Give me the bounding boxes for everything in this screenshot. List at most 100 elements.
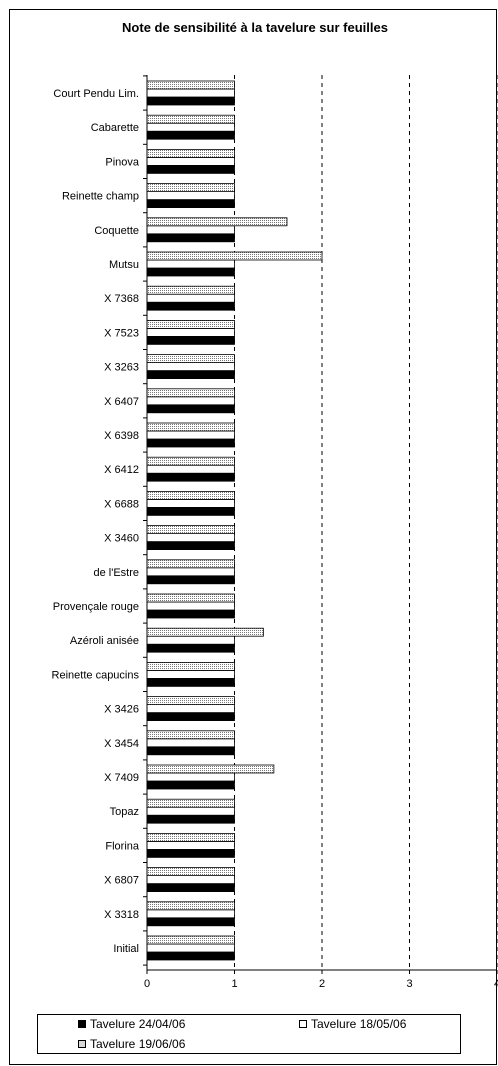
bar-series-1 <box>146 472 235 482</box>
bar-series-3 <box>146 422 235 432</box>
bar-series-3 <box>146 490 235 500</box>
bar-series-2 <box>146 191 235 201</box>
category-label: X 6412 <box>104 464 139 476</box>
x-tick-label: 2 <box>319 978 325 990</box>
bar-series-3 <box>146 251 323 261</box>
category-label: X 3263 <box>104 362 139 374</box>
category-label: Florina <box>105 840 140 852</box>
bar-series-2 <box>146 909 235 919</box>
x-tick-label: 1 <box>231 978 237 990</box>
bar-series-3 <box>146 559 235 569</box>
bar-series-2 <box>146 670 235 679</box>
bar-series-2 <box>146 567 235 577</box>
legend-item-3: Tavelure 19/06/06 <box>78 1037 185 1051</box>
category-label: X 7523 <box>104 327 139 339</box>
bar-series-2 <box>146 259 235 269</box>
category-label: Provençale rouge <box>53 601 139 613</box>
category-label: X 3426 <box>104 704 139 716</box>
bar-series-2 <box>146 704 235 713</box>
bar-series-1 <box>146 917 235 927</box>
legend-label-2: Tavelure 18/05/06 <box>311 1017 407 1031</box>
bar-series-1 <box>146 438 235 448</box>
bar-series-2 <box>146 293 235 303</box>
bar-series-1 <box>146 96 235 106</box>
bar-series-1 <box>146 678 235 687</box>
legend-swatch-2 <box>299 1020 307 1028</box>
bar-series-3 <box>146 456 235 466</box>
bar-series-1 <box>146 951 235 961</box>
bar-series-2 <box>146 396 235 406</box>
x-tick-label: 4 <box>494 978 498 990</box>
bar-series-2 <box>146 806 235 816</box>
category-label: Initial <box>113 943 139 955</box>
category-label: Pinova <box>105 156 140 168</box>
bar-series-1 <box>146 575 235 585</box>
bar-series-1 <box>146 370 235 380</box>
bar-series-3 <box>146 80 235 90</box>
bar-series-3 <box>146 730 235 740</box>
bar-series-1 <box>146 506 235 516</box>
category-label: Reinette capucins <box>52 669 140 681</box>
legend: Tavelure 24/04/06 Tavelure 18/05/06 Tave… <box>37 1014 461 1054</box>
bar-series-1 <box>146 849 235 858</box>
bar-series-1 <box>146 301 235 311</box>
bar-series-3 <box>146 764 275 774</box>
bar-series-2 <box>146 327 235 337</box>
bar-series-3 <box>146 901 235 911</box>
category-label: X 3460 <box>104 533 139 545</box>
category-label: de l'Estre <box>93 567 139 579</box>
bar-series-1 <box>146 267 235 277</box>
bar-series-2 <box>146 601 235 611</box>
bar-series-2 <box>146 156 235 166</box>
legend-item-1: Tavelure 24/04/06 <box>78 1017 185 1031</box>
bar-series-2 <box>146 635 235 645</box>
bar-series-3 <box>146 627 264 637</box>
bar-series-1 <box>146 541 235 550</box>
legend-label-3: Tavelure 19/06/06 <box>90 1037 186 1051</box>
bar-series-1 <box>146 609 235 619</box>
category-label: Mutsu <box>109 259 139 271</box>
bar-series-3 <box>146 935 235 945</box>
bar-series-1 <box>146 814 235 824</box>
bar-series-3 <box>146 319 235 329</box>
bar-series-2 <box>146 875 235 884</box>
bar-series-3 <box>146 217 288 227</box>
bar-series-1 <box>146 712 235 721</box>
legend-swatch-3 <box>78 1040 86 1048</box>
chart-title: Note de sensibilité à la tavelure sur fe… <box>122 20 388 35</box>
bar-series-3 <box>146 696 235 705</box>
bar-series-2 <box>146 533 235 542</box>
bar-series-2 <box>146 772 235 782</box>
bar-series-3 <box>146 183 235 193</box>
category-label: Cabarette <box>91 122 139 134</box>
category-label: X 6398 <box>104 430 139 442</box>
category-label: Coquette <box>94 225 139 237</box>
bar-series-3 <box>146 285 235 295</box>
bar-series-3 <box>146 114 235 124</box>
bar-series-1 <box>146 335 235 345</box>
bar-series-3 <box>146 833 235 842</box>
bar-series-1 <box>146 780 235 790</box>
bar-series-1 <box>146 164 235 174</box>
category-label: Reinette champ <box>62 191 139 203</box>
bar-series-1 <box>146 643 235 653</box>
bar-series-2 <box>146 498 235 508</box>
bar-series-2 <box>146 362 235 372</box>
bar-series-3 <box>146 148 235 158</box>
bar-series-1 <box>146 199 235 209</box>
bar-series-3 <box>146 388 235 398</box>
bar-series-3 <box>146 525 235 534</box>
bar-series-3 <box>146 593 235 603</box>
category-label: Topaz <box>110 806 139 818</box>
legend-swatch-1 <box>78 1020 86 1028</box>
bar-series-1 <box>146 233 235 243</box>
bar-series-2 <box>146 122 235 132</box>
chart-frame <box>9 9 497 1065</box>
bar-series-2 <box>146 430 235 440</box>
bar-series-1 <box>146 883 235 892</box>
category-label: X 6407 <box>104 396 139 408</box>
legend-item-2: Tavelure 18/05/06 <box>299 1017 406 1031</box>
bar-series-1 <box>146 404 235 414</box>
category-label: Azéroli anisée <box>70 635 139 647</box>
bar-series-2 <box>146 841 235 850</box>
